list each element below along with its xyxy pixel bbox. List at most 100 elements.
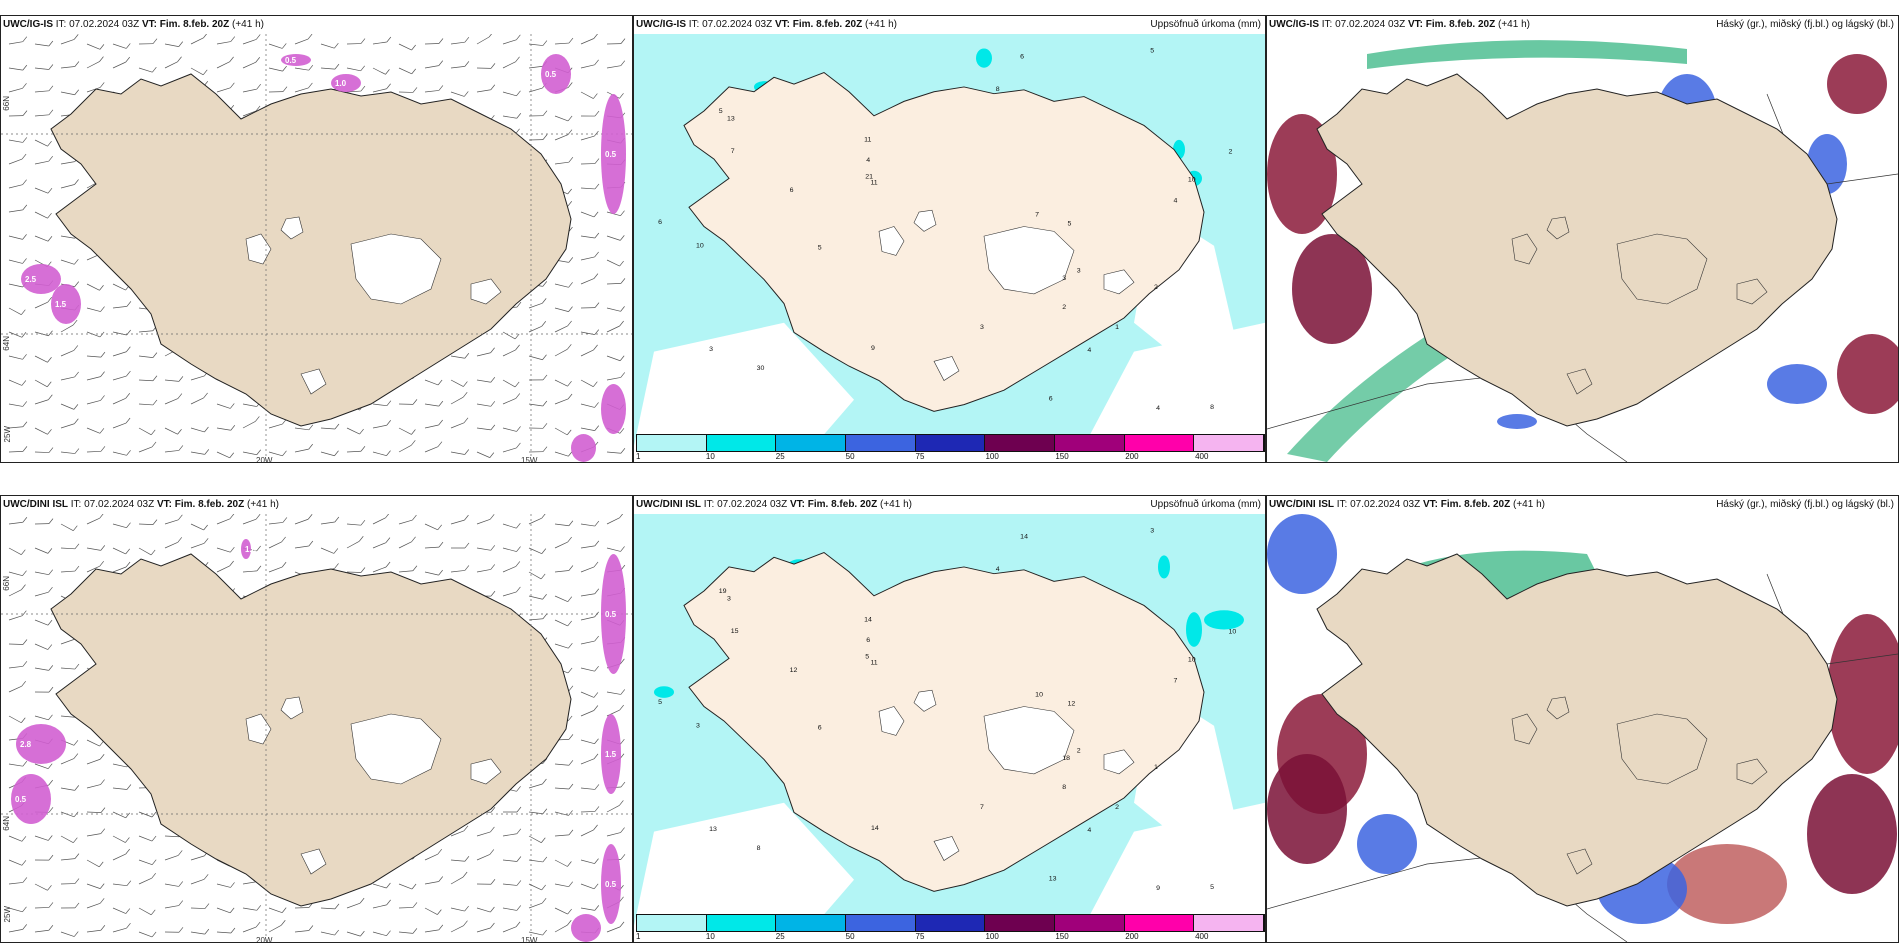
- wind-speed-label: 1.5: [55, 300, 67, 309]
- panel-title: UWC/DINI ISL IT: 07.02.2024 03Z VT: Fim.…: [636, 499, 912, 510]
- colorbar-tick-label: 25: [775, 452, 785, 461]
- model-name: UWC/IG-IS: [3, 19, 53, 30]
- colorbar-swatch: [915, 435, 986, 451]
- precip-value: 9: [1156, 885, 1160, 892]
- precip-value: 13: [727, 116, 735, 123]
- precip-value: 19: [719, 588, 727, 595]
- precip-value: 10: [1188, 657, 1196, 664]
- precip-value: 11: [870, 180, 877, 187]
- colorbar-tick-label: 400: [1195, 452, 1209, 461]
- glacier: [1566, 848, 1593, 875]
- wind-speed-label: 1.0: [245, 545, 257, 554]
- precip-value: 12: [1068, 700, 1076, 707]
- map-panel: UWC/IG-IS IT: 07.02.2024 03Z VT: Fim. 8.…: [633, 15, 1266, 463]
- longitude-label: 20W: [256, 456, 273, 463]
- precip-value: 13: [1049, 876, 1057, 883]
- precip-value: 6: [1049, 396, 1053, 403]
- longitude-label: 25W: [3, 426, 12, 443]
- iceland-landmass: [50, 553, 572, 907]
- precip-value: 6: [866, 637, 870, 644]
- longitude-label: 20W: [256, 936, 273, 943]
- colorbar-swatch: [915, 915, 986, 931]
- precip-colorbar: [636, 434, 1265, 452]
- map-canvas[interactable]: 2.5 1.5 0.5 1.0 0.5 0.5: [1, 34, 632, 462]
- colorbar-swatch: [985, 915, 1056, 931]
- glacier: [350, 233, 442, 305]
- init-time-label: IT:: [70, 499, 82, 510]
- panel-title: UWC/IG-IS IT: 07.02.2024 03Z VT: Fim. 8.…: [1269, 19, 1530, 30]
- wind-speed-label: 0.5: [605, 610, 617, 619]
- precip-value: 4: [1087, 347, 1091, 354]
- map-canvas[interactable]: [1267, 34, 1898, 462]
- precip-value: 3: [696, 723, 700, 730]
- precip-value: 10: [1035, 692, 1043, 699]
- wind-speed-label: 0.5: [605, 150, 617, 159]
- precip-value: 6: [1020, 53, 1024, 60]
- lead-time: (+41 h): [1513, 499, 1545, 510]
- colorbar-swatch: [1194, 435, 1265, 451]
- model-name: UWC/IG-IS: [636, 19, 686, 30]
- valid-time: Fim. 8.feb. 20Z: [1425, 19, 1496, 30]
- field-description: Uppsöfnuð úrkoma (mm): [1150, 19, 1261, 30]
- precip-value: 3: [1077, 267, 1081, 274]
- colorbar-tick-label: 400: [1195, 932, 1209, 941]
- precip-value: 5: [719, 108, 723, 115]
- panel-title: UWC/DINI ISL IT: 07.02.2024 03Z VT: Fim.…: [3, 499, 279, 510]
- field-description: Háský (gr.), miðský (fj.bl.) og lágský (…: [1716, 499, 1894, 510]
- colorbar-swatch: [776, 915, 847, 931]
- glacier: [1103, 749, 1135, 775]
- precip-value: 1: [1115, 324, 1119, 331]
- precip-value: 15: [731, 628, 739, 635]
- map-canvas[interactable]: 2.8 0.5 1.0 0.5 1.5 0.5: [1, 514, 632, 942]
- colorbar-tick-label: 200: [1125, 452, 1139, 461]
- glacier: [1103, 269, 1135, 295]
- precip-colorbar: [636, 914, 1265, 932]
- precip-value: 4: [866, 157, 870, 164]
- iceland-landmass: [1316, 73, 1838, 427]
- valid-time: Fim. 8.feb. 20Z: [792, 19, 863, 30]
- precip-value: 9: [871, 345, 875, 352]
- precip-value: 4: [996, 566, 1000, 573]
- valid-time: Fim. 8.feb. 20Z: [174, 499, 245, 510]
- precip-value: 13: [709, 826, 717, 833]
- colorbar-labels: 1 10 25 50 75 100 150 200 400: [636, 452, 1265, 462]
- map-panel: UWC/DINI ISL IT: 07.02.2024 03Z VT: Fim.…: [0, 495, 633, 943]
- colorbar-tick-label: 150: [1055, 452, 1069, 461]
- precip-value: 2: [1228, 148, 1232, 155]
- colorbar-tick-label: 100: [985, 452, 999, 461]
- map-panel: UWC/DINI ISL IT: 07.02.2024 03Z VT: Fim.…: [1266, 495, 1899, 943]
- init-time-label: IT:: [55, 19, 67, 30]
- glacier: [1616, 713, 1708, 785]
- glacier: [1736, 278, 1768, 305]
- map-panel: UWC/DINI ISL IT: 07.02.2024 03Z VT: Fim.…: [633, 495, 1266, 943]
- colorbar-tick-label: 150: [1055, 932, 1069, 941]
- valid-time: Fim. 8.feb. 20Z: [807, 499, 878, 510]
- wind-speed-label: 1.5: [605, 750, 617, 759]
- precip-value: 7: [980, 804, 984, 811]
- colorbar-swatch: [706, 915, 777, 931]
- colorbar-tick-label: 200: [1125, 932, 1139, 941]
- colorbar-swatch: [1124, 915, 1195, 931]
- glacier: [913, 209, 937, 232]
- glacier: [878, 706, 905, 736]
- model-name: UWC/IG-IS: [1269, 19, 1319, 30]
- colorbar-swatch: [1124, 435, 1195, 451]
- wind-speed-label: 2.8: [20, 740, 32, 749]
- wind-speed-label: 0.5: [285, 56, 297, 65]
- latitude-label: 64N: [2, 816, 11, 831]
- colorbar-tick-label: 25: [775, 932, 785, 941]
- glacier: [1511, 713, 1538, 745]
- map-canvas[interactable]: [1267, 514, 1898, 942]
- colorbar-tick-label: 1: [636, 452, 641, 461]
- panel-title: UWC/DINI ISL IT: 07.02.2024 03Z VT: Fim.…: [1269, 499, 1545, 510]
- glacier: [300, 368, 327, 395]
- precip-value: 11: [864, 136, 871, 143]
- colorbar-swatch: [985, 435, 1056, 451]
- lead-time: (+41 h): [880, 499, 912, 510]
- model-name: UWC/DINI ISL: [636, 499, 701, 510]
- precip-value: 12: [790, 667, 798, 674]
- iceland-landmass: [50, 73, 572, 427]
